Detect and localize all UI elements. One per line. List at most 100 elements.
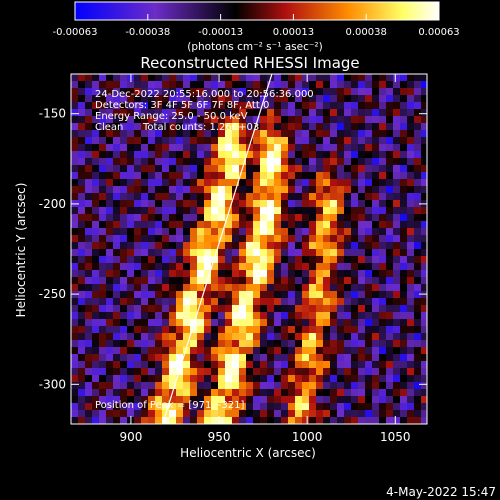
heatmap-cell xyxy=(113,228,120,235)
heatmap-cell xyxy=(421,305,427,312)
heatmap-cell xyxy=(204,368,211,375)
heatmap-cell xyxy=(204,102,211,109)
heatmap-cell xyxy=(120,368,127,375)
heatmap-cell xyxy=(183,403,190,410)
heatmap-cell xyxy=(246,95,253,102)
heatmap-cell xyxy=(85,382,92,389)
heatmap-cell xyxy=(71,123,78,130)
heatmap-cell xyxy=(351,417,358,424)
heatmap-cell xyxy=(239,333,246,340)
heatmap-cell xyxy=(232,375,239,382)
heatmap-cell xyxy=(71,144,78,151)
heatmap-cell xyxy=(379,193,386,200)
heatmap-cell xyxy=(183,312,190,319)
heatmap-cell xyxy=(253,291,260,298)
heatmap-cell xyxy=(281,340,288,347)
heatmap-cell xyxy=(351,396,358,403)
heatmap-cell xyxy=(253,109,260,116)
heatmap-cell xyxy=(323,298,330,305)
heatmap-cell xyxy=(393,291,400,298)
heatmap-cell xyxy=(225,235,232,242)
heatmap-cell xyxy=(141,361,148,368)
heatmap-cell xyxy=(323,193,330,200)
heatmap-cell xyxy=(330,368,337,375)
heatmap-cell xyxy=(148,130,155,137)
heatmap-cell xyxy=(204,263,211,270)
heatmap-cell xyxy=(372,284,379,291)
heatmap-cell xyxy=(400,242,407,249)
heatmap-cell xyxy=(169,186,176,193)
heatmap-cell xyxy=(267,319,274,326)
heatmap-cell xyxy=(148,277,155,284)
heatmap-cell xyxy=(162,263,169,270)
heatmap-cell xyxy=(225,389,232,396)
heatmap-cell xyxy=(232,130,239,137)
heatmap-cell xyxy=(190,116,197,123)
heatmap-cell xyxy=(106,214,113,221)
heatmap-cell xyxy=(358,312,365,319)
heatmap-cell xyxy=(316,347,323,354)
heatmap-cell xyxy=(239,214,246,221)
heatmap-cell xyxy=(407,109,414,116)
heatmap-cell xyxy=(309,249,316,256)
heatmap-cell xyxy=(344,340,351,347)
heatmap-cell xyxy=(183,186,190,193)
heatmap-cell xyxy=(190,158,197,165)
heatmap-cell xyxy=(78,151,85,158)
heatmap-cell xyxy=(386,389,393,396)
heatmap-cell xyxy=(120,312,127,319)
heatmap-cell xyxy=(99,347,106,354)
heatmap-cell xyxy=(162,242,169,249)
heatmap-cell xyxy=(372,410,379,417)
heatmap-cell xyxy=(344,277,351,284)
heatmap-cell xyxy=(120,382,127,389)
heatmap-cell xyxy=(421,102,427,109)
heatmap-cell xyxy=(141,319,148,326)
heatmap-cell xyxy=(400,207,407,214)
heatmap-cell xyxy=(372,235,379,242)
heatmap-cell xyxy=(372,74,379,81)
heatmap-cell xyxy=(71,375,78,382)
heatmap-cell xyxy=(323,95,330,102)
heatmap-cell xyxy=(120,102,127,109)
heatmap-cell xyxy=(162,403,169,410)
heatmap-cell xyxy=(330,305,337,312)
heatmap-cell xyxy=(372,81,379,88)
heatmap-cell xyxy=(211,389,218,396)
heatmap-cell xyxy=(225,95,232,102)
heatmap-cell xyxy=(85,228,92,235)
heatmap-cell xyxy=(204,186,211,193)
heatmap-cell xyxy=(295,305,302,312)
heatmap-cell xyxy=(288,410,295,417)
heatmap-cell xyxy=(78,137,85,144)
heatmap-cell xyxy=(379,256,386,263)
heatmap-cell xyxy=(162,172,169,179)
heatmap-cell xyxy=(246,88,253,95)
heatmap-cell xyxy=(225,382,232,389)
heatmap-cell xyxy=(134,207,141,214)
heatmap-cell xyxy=(176,382,183,389)
heatmap-cell xyxy=(295,298,302,305)
heatmap-cell xyxy=(379,151,386,158)
heatmap-cell xyxy=(120,186,127,193)
heatmap-cell xyxy=(239,389,246,396)
heatmap-cell xyxy=(358,417,365,424)
heatmap-cell xyxy=(365,130,372,137)
heatmap-cell xyxy=(169,214,176,221)
heatmap-cell xyxy=(372,102,379,109)
heatmap-cell xyxy=(260,102,267,109)
heatmap-cell xyxy=(78,158,85,165)
heatmap-cell xyxy=(169,417,176,424)
heatmap-cell xyxy=(169,228,176,235)
heatmap-cell xyxy=(260,298,267,305)
heatmap-cell xyxy=(421,298,427,305)
heatmap-cell xyxy=(225,242,232,249)
heatmap-cell xyxy=(155,291,162,298)
heatmap-cell xyxy=(155,221,162,228)
heatmap-cell xyxy=(337,389,344,396)
heatmap-cell xyxy=(309,312,316,319)
heatmap-cell xyxy=(274,291,281,298)
heatmap-cell xyxy=(197,151,204,158)
heatmap-cell xyxy=(197,270,204,277)
heatmap-cell xyxy=(386,375,393,382)
